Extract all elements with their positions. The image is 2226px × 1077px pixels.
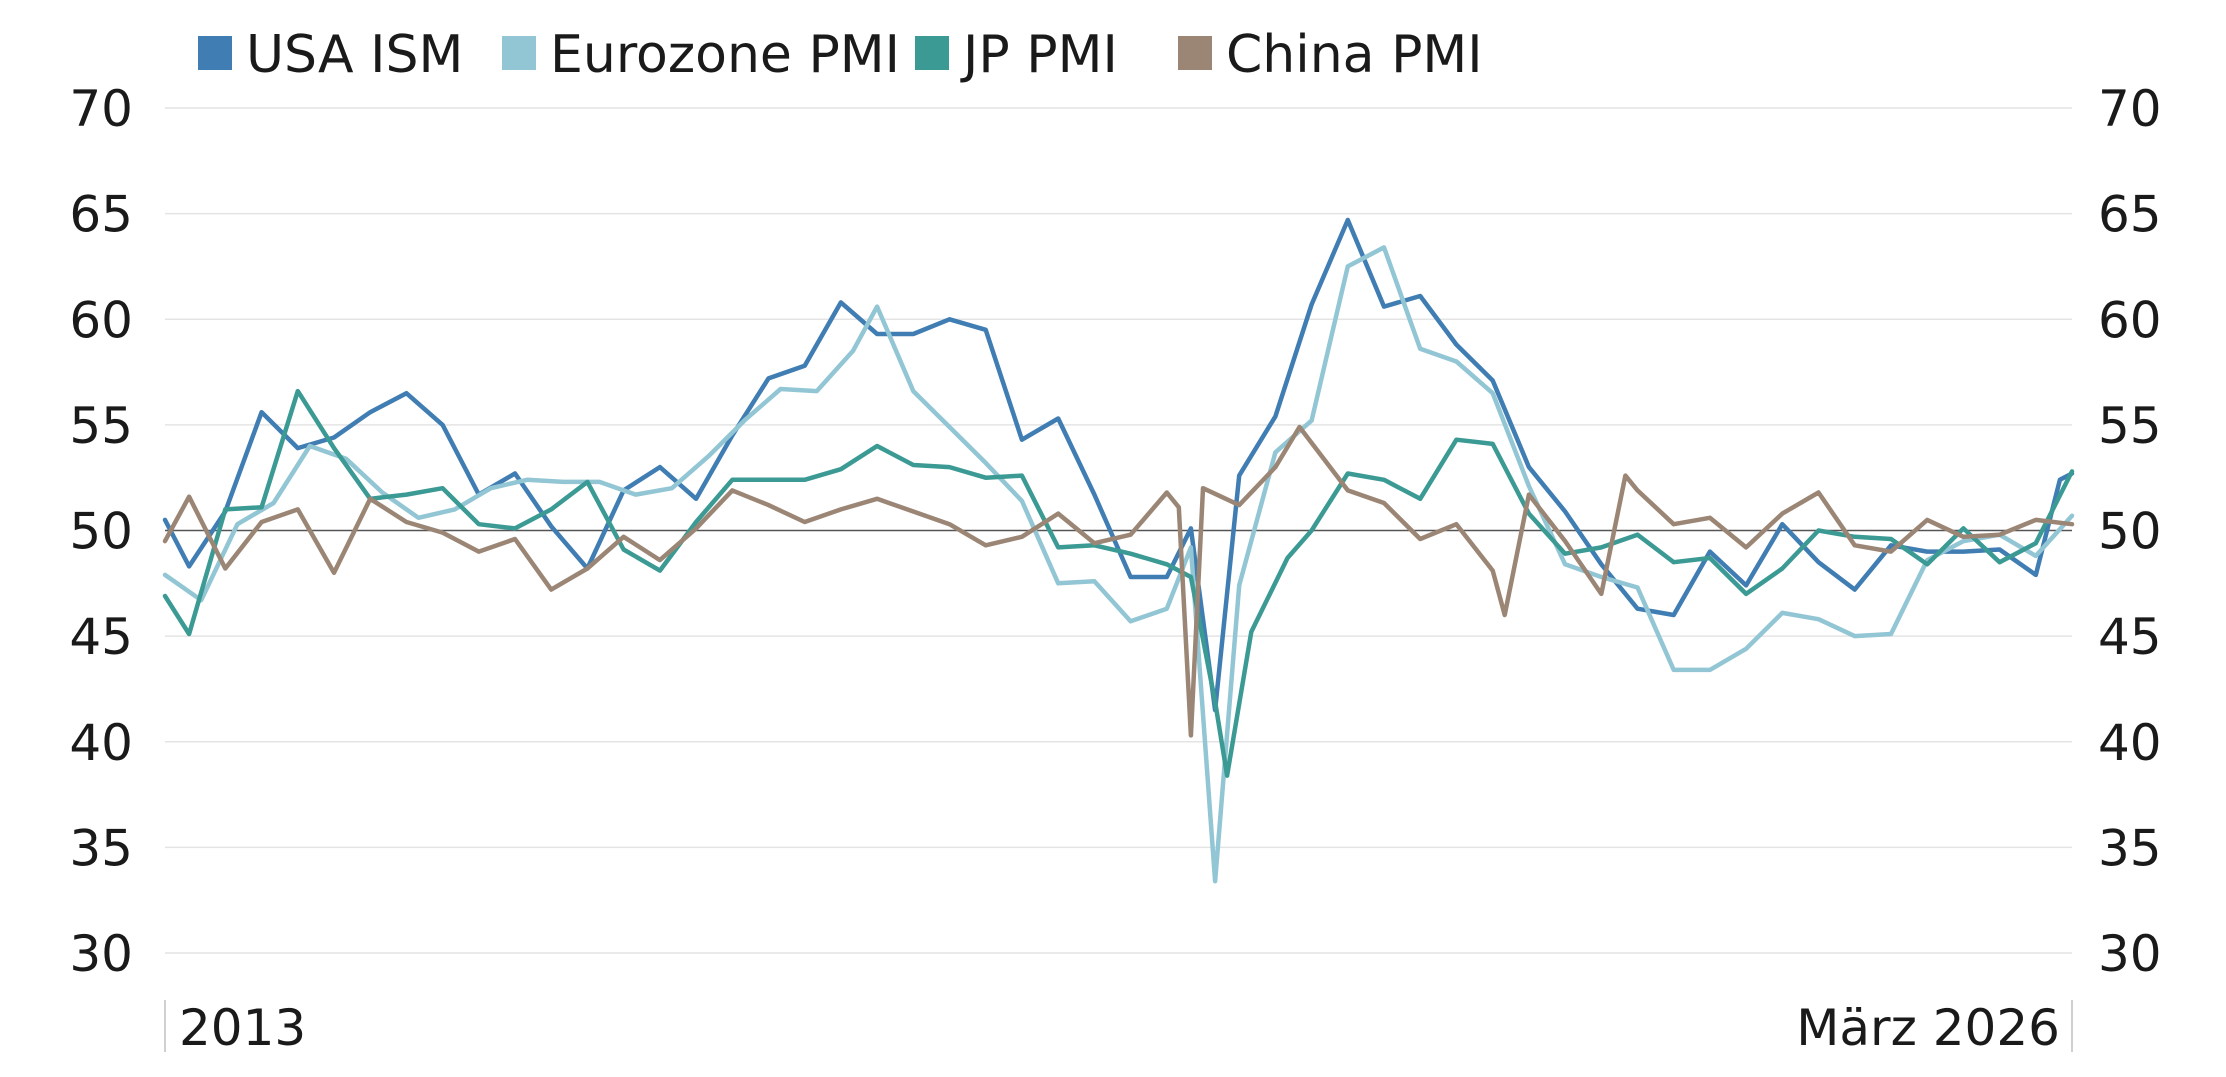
y-tick-left-70: 70 bbox=[69, 80, 133, 138]
legend-swatch-usa-ism bbox=[198, 36, 232, 70]
legend-label-jp-pmi: JP PMI bbox=[960, 25, 1118, 85]
y-tick-right-45: 45 bbox=[2098, 608, 2162, 666]
y-tick-right-35: 35 bbox=[2098, 819, 2162, 877]
series-line-china-pmi bbox=[162, 424, 2075, 738]
legend-label-eurozone-pmi: Eurozone PMI bbox=[550, 25, 900, 85]
y-tick-right-30: 30 bbox=[2098, 925, 2162, 983]
y-tick-right-65: 65 bbox=[2098, 186, 2162, 244]
y-tick-left-50: 50 bbox=[69, 503, 133, 561]
legend-swatch-china-pmi bbox=[1178, 36, 1212, 70]
y-tick-left-60: 60 bbox=[69, 291, 133, 349]
series-lines bbox=[162, 217, 2075, 884]
legend-swatch-eurozone-pmi bbox=[502, 36, 536, 70]
y-tick-left-40: 40 bbox=[69, 714, 133, 772]
y-tick-left-65: 65 bbox=[69, 186, 133, 244]
x-start-label: 2013 bbox=[179, 999, 306, 1057]
y-tick-right-40: 40 bbox=[2098, 714, 2162, 772]
y-tick-right-60: 60 bbox=[2098, 291, 2162, 349]
y-tick-left-30: 30 bbox=[69, 925, 133, 983]
y-tick-right-70: 70 bbox=[2098, 80, 2162, 138]
x-axis: 2013 März 2026 bbox=[164, 999, 2073, 1057]
y-axis-left: 30 35 40 45 50 55 60 65 70 bbox=[69, 80, 133, 983]
y-tick-left-55: 55 bbox=[69, 397, 133, 455]
x-end-label: März 2026 bbox=[1796, 999, 2060, 1057]
legend-swatch-jp-pmi bbox=[915, 36, 949, 70]
y-tick-left-45: 45 bbox=[69, 608, 133, 666]
y-tick-right-55: 55 bbox=[2098, 397, 2162, 455]
legend-label-usa-ism: USA ISM bbox=[246, 25, 463, 85]
gridlines bbox=[165, 107, 2072, 954]
y-tick-left-35: 35 bbox=[69, 819, 133, 877]
legend-label-china-pmi: China PMI bbox=[1226, 25, 1483, 85]
y-axis-right: 30 35 40 45 50 55 60 65 70 bbox=[2098, 80, 2162, 983]
series-line-jp-pmi bbox=[162, 388, 2075, 778]
legend: USA ISM Eurozone PMI JP PMI China PMI bbox=[198, 25, 1483, 85]
series-line-eurozone-pmi bbox=[162, 245, 2075, 884]
y-tick-right-50: 50 bbox=[2098, 503, 2162, 561]
